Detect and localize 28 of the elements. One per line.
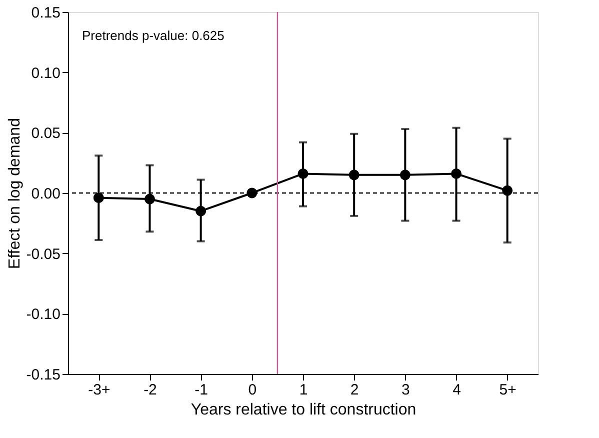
point (93, 192, 104, 204)
y-tick-label: -0.05 (26, 246, 60, 263)
y-tick-label: 0.05 (31, 125, 60, 142)
x-tick-label: 1 (299, 382, 308, 398)
point (451, 168, 462, 179)
point (298, 168, 308, 179)
point (246, 188, 258, 198)
x-tick-label: -3+ (88, 382, 110, 398)
x-tick-label: 0 (248, 382, 257, 398)
x-tick-label: 3 (402, 382, 410, 398)
y-tick-label: 0.00 (31, 186, 60, 202)
x-tick-label: 4 (452, 382, 461, 398)
point (502, 185, 513, 196)
y-tick-label: -0.10 (26, 306, 60, 324)
y-axis-title: Effect on log demand (6, 118, 24, 269)
y-tick-label: -0.15 (26, 366, 60, 384)
point (348, 170, 360, 180)
x-tick-label: 2 (350, 382, 359, 398)
x-tick-label: 5+ (499, 382, 517, 398)
annotation: Pretrends p-value: 0.625 (82, 28, 224, 43)
point (144, 194, 155, 204)
y-tick-label: 0.10 (31, 64, 60, 82)
x-tick-label: -2 (144, 382, 157, 398)
point (196, 206, 206, 216)
x-axis-title: Years relative to lift construction (190, 402, 416, 418)
y-tick-label: 0.15 (31, 4, 60, 22)
x-tick-label: -1 (194, 382, 208, 398)
point (400, 170, 410, 180)
